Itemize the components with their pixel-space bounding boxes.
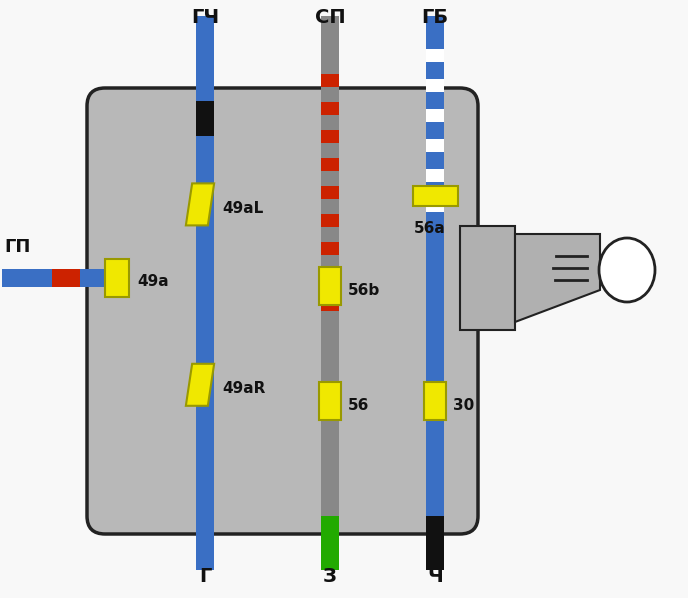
Text: ГП: ГП: [4, 238, 30, 256]
Bar: [196, 101, 214, 136]
Bar: [426, 199, 444, 212]
Bar: [413, 186, 458, 206]
Bar: [321, 102, 339, 115]
Text: 49aL: 49aL: [222, 201, 264, 216]
Text: З: З: [323, 567, 337, 586]
Text: 49a: 49a: [137, 274, 169, 289]
Bar: [424, 382, 446, 420]
Bar: [321, 158, 339, 171]
Bar: [321, 130, 339, 143]
Bar: [196, 516, 214, 570]
Bar: [52, 269, 80, 287]
Text: 49aR: 49aR: [222, 382, 266, 396]
Text: ГЧ: ГЧ: [191, 8, 219, 27]
Bar: [321, 298, 339, 311]
Bar: [321, 215, 339, 227]
Text: 30: 30: [453, 398, 474, 413]
Bar: [426, 49, 444, 62]
Bar: [2, 269, 105, 287]
Text: 56: 56: [348, 398, 369, 413]
Ellipse shape: [599, 238, 655, 302]
FancyBboxPatch shape: [87, 88, 478, 534]
Text: 56b: 56b: [348, 283, 380, 298]
Bar: [426, 169, 444, 182]
Bar: [426, 109, 444, 122]
Bar: [319, 382, 341, 420]
Bar: [321, 187, 339, 199]
Bar: [426, 516, 444, 570]
Text: ГБ: ГБ: [422, 8, 449, 27]
Text: 56a: 56a: [414, 221, 446, 236]
Bar: [196, 16, 214, 570]
Bar: [321, 74, 339, 87]
Polygon shape: [515, 234, 600, 322]
Bar: [460, 226, 515, 330]
Text: СП: СП: [314, 8, 345, 27]
Polygon shape: [186, 364, 214, 406]
Bar: [321, 242, 339, 255]
Bar: [426, 16, 444, 570]
Text: Ч: Ч: [427, 567, 443, 586]
Bar: [321, 516, 339, 570]
Bar: [426, 79, 444, 92]
Bar: [426, 139, 444, 152]
Text: Г: Г: [199, 567, 211, 586]
Bar: [319, 267, 341, 306]
Bar: [321, 16, 339, 570]
Bar: [105, 259, 129, 297]
Bar: [321, 270, 339, 283]
Polygon shape: [186, 184, 214, 225]
